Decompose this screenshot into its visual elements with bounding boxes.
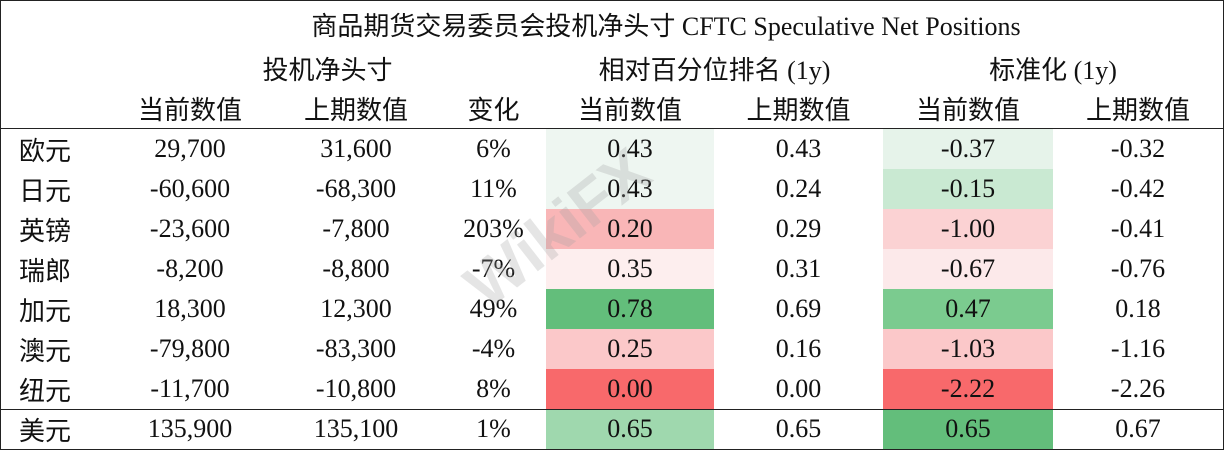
column-header: 变化 <box>467 95 520 125</box>
column-header: 上期数值 <box>303 95 408 125</box>
group-header: 标准化 (1y) <box>989 55 1117 85</box>
row-label: 日元 <box>19 176 72 206</box>
table-cell: -8,200 <box>156 254 224 283</box>
table-cell: -10,800 <box>315 374 397 403</box>
table-cell: 135,900 <box>147 414 233 443</box>
table-cell: -0.67 <box>883 249 1053 289</box>
table-cell: -8,800 <box>322 254 390 283</box>
table-cell: -68,300 <box>315 174 397 203</box>
table-cell: -0.15 <box>883 169 1053 209</box>
table-cell: 6% <box>476 134 511 163</box>
row-label: 欧元 <box>19 136 72 166</box>
table-cell: 0.00 <box>546 369 714 409</box>
column-header: 当前数值 <box>137 95 242 125</box>
table-cell: -2.22 <box>883 369 1053 409</box>
table-cell: 0.24 <box>775 174 822 203</box>
table-cell: 0.78 <box>546 289 714 329</box>
table-cell: 0.43 <box>775 134 822 163</box>
table-cell: -0.37 <box>883 129 1053 169</box>
row-label: 纽元 <box>19 376 72 406</box>
table-cell: -23,600 <box>149 214 231 243</box>
table-cell: 29,700 <box>154 134 226 163</box>
row-label: 英镑 <box>19 216 72 246</box>
table-cell: 11% <box>470 174 517 203</box>
title: 商品期货交易委员会投机净头寸 CFTC Speculative Net Posi… <box>311 11 1021 41</box>
table-cell: 0.29 <box>775 214 822 243</box>
table-cell: -79,800 <box>149 334 231 363</box>
table-cell: -2.26 <box>1110 374 1166 403</box>
table-cell: -4% <box>471 334 516 363</box>
group-header: 投机净头寸 <box>262 55 393 85</box>
table-cell: -7% <box>471 254 516 283</box>
table-cell: 0.18 <box>1115 294 1161 323</box>
table-cell: 31,600 <box>320 134 392 163</box>
table-cell: 12,300 <box>320 294 392 323</box>
table-cell: 0.25 <box>546 329 714 369</box>
column-header: 上期数值 <box>1085 95 1190 125</box>
table-cell: 0.35 <box>546 249 714 289</box>
row-label: 瑞郎 <box>19 256 72 286</box>
table-cell: 0.00 <box>775 374 822 403</box>
table-cell: 1% <box>476 414 511 443</box>
table-cell: 0.65 <box>546 409 714 449</box>
table-cell: -7,800 <box>322 214 390 243</box>
table-cell: 0.20 <box>546 209 714 249</box>
table-cell: 0.65 <box>775 414 822 443</box>
table-cell: -0.32 <box>1110 134 1166 163</box>
table-cell: -83,300 <box>315 334 397 363</box>
table-cell: -1.03 <box>883 329 1053 369</box>
table-cell: -1.16 <box>1110 334 1166 363</box>
row-label: 澳元 <box>19 336 72 366</box>
column-header: 上期数值 <box>746 95 851 125</box>
table-cell: -11,700 <box>150 374 230 403</box>
table-cell: -0.41 <box>1110 214 1166 243</box>
row-label: 美元 <box>19 416 72 446</box>
table-cell: 0.16 <box>775 334 822 363</box>
table-cell: 0.47 <box>883 289 1053 329</box>
table-cell: 0.67 <box>1115 414 1161 443</box>
header-rule <box>1 128 1223 129</box>
total-rule <box>1 409 1223 410</box>
table-cell: 18,300 <box>154 294 226 323</box>
row-label: 加元 <box>19 296 72 326</box>
column-header: 当前数值 <box>915 95 1020 125</box>
table-cell: 8% <box>476 374 511 403</box>
table-cell: -0.42 <box>1110 174 1166 203</box>
table-cell: -60,600 <box>149 174 231 203</box>
table-cell: 0.65 <box>883 409 1053 449</box>
table-cell: 0.43 <box>546 129 714 169</box>
group-header: 相对百分位排名 (1y) <box>598 55 831 85</box>
table-cell: 49% <box>469 294 518 323</box>
table-cell: 0.69 <box>775 294 822 323</box>
table-cell: 203% <box>463 214 524 243</box>
table-cell: 135,100 <box>313 414 399 443</box>
column-header: 当前数值 <box>577 95 682 125</box>
table-cell: -0.76 <box>1110 254 1166 283</box>
table-cell: 0.43 <box>546 169 714 209</box>
table-cell: -1.00 <box>883 209 1053 249</box>
table-cell: 0.31 <box>775 254 822 283</box>
